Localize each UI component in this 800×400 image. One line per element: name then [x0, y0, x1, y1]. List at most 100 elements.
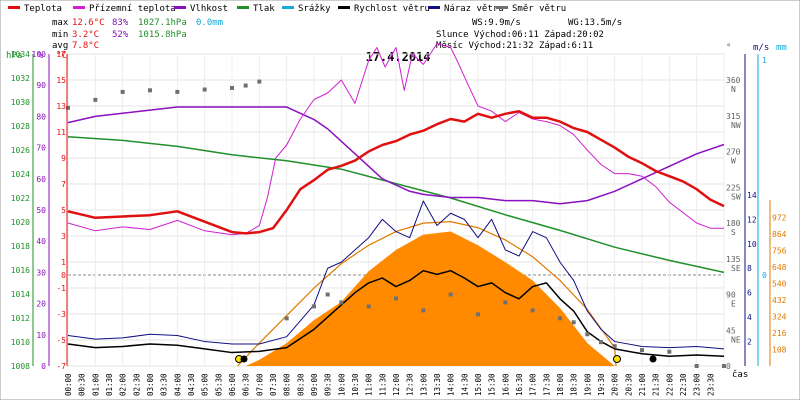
wind-direction-point: [243, 83, 248, 88]
pressure-tick-label: 1018: [11, 242, 30, 251]
direction-compass-label: SW: [731, 192, 741, 201]
x-tick-label: 12:30: [406, 373, 415, 396]
solar-tick-label: 972: [772, 214, 787, 223]
solar-tick-label: 648: [772, 263, 787, 272]
stats-avg-label: avg: [52, 41, 68, 51]
wind-direction-point: [325, 292, 330, 297]
unit-deg: °: [726, 43, 731, 53]
humidity-tick-label: 40: [36, 237, 46, 246]
x-tick-label: 17:30: [542, 373, 551, 396]
pressure-tick-label: 1016: [11, 266, 30, 275]
series-layer: [66, 43, 726, 368]
x-tick-label: 20:00: [611, 373, 620, 396]
direction-compass-label: W: [731, 157, 736, 166]
pressure-tick-label: 1026: [11, 146, 30, 155]
x-tick-label: 22:30: [679, 373, 688, 396]
solar-max-curve: [237, 221, 617, 367]
legend-swatch: [8, 6, 20, 9]
stats-min-temp: 3.2°C: [72, 30, 99, 40]
x-tick-label: 03:00: [146, 373, 155, 396]
wind-direction-point: [421, 308, 426, 313]
wind-direction-point: [612, 344, 617, 349]
solar-tick-label: 108: [772, 346, 787, 355]
x-axis-label: čas: [732, 369, 748, 380]
x-tick-label: 18:00: [556, 373, 565, 396]
temperature-tick-label: -7: [56, 362, 66, 371]
wind-direction-point: [230, 85, 234, 90]
x-tick-label: 18:30: [570, 373, 579, 396]
x-tick-label: 19:30: [597, 373, 606, 396]
direction-tick-label: 0: [726, 362, 731, 371]
unit-labels: hPa % °C ° m/s mm: [6, 43, 787, 61]
legend-swatch: [496, 6, 508, 9]
pressure-tick-label: 1024: [11, 170, 30, 179]
wind-tick-label: 4: [747, 313, 752, 322]
wind-direction-point: [366, 304, 371, 309]
solar-tick-label: 540: [772, 280, 787, 289]
x-tick-label: 15:00: [474, 373, 483, 396]
solar-tick-label: 216: [772, 329, 787, 338]
direction-compass-label: SE: [731, 264, 741, 273]
humidity-tick-label: 20: [36, 300, 46, 309]
x-tick-label: 16:00: [501, 373, 510, 396]
wind-direction-point: [599, 340, 603, 345]
temperature-tick-label: 15: [56, 76, 66, 85]
direction-tick-label: 360: [726, 76, 741, 85]
wind-direction-point: [339, 300, 344, 305]
pressure-tick-label: 1028: [11, 122, 30, 131]
pressure-tick-label: 1034: [11, 50, 30, 59]
stats-min-hum: 52%: [112, 30, 129, 40]
legend-label: Rychlost větru: [354, 4, 430, 14]
x-tick-label: 11:00: [365, 373, 374, 396]
axes-layer: 1034103210301028102610241022102010181016…: [11, 50, 787, 396]
solar-tick-label: 432: [772, 296, 787, 305]
wind-tick-label: 6: [747, 289, 752, 298]
wind-tick-label: 2: [747, 338, 752, 347]
info-wg: WG:13.5m/s: [568, 18, 622, 28]
x-tick-label: 02:00: [119, 373, 128, 396]
solar-tick-label: 756: [772, 247, 787, 256]
wind-tick-label: 8: [747, 264, 752, 273]
stats-max-rain: 0.0mm: [196, 18, 223, 28]
wind-direction-point: [202, 87, 207, 92]
direction-tick-label: 90: [726, 291, 736, 300]
stats-max-label: max: [52, 18, 69, 28]
unit-ms: m/s: [753, 43, 769, 53]
wind-tick-label: 10: [747, 240, 757, 249]
humidity-line: [67, 106, 725, 205]
pressure-line: [67, 136, 725, 274]
legend-label: Teplota: [24, 4, 62, 14]
stats-max-hum: 83%: [112, 18, 129, 28]
wind-tick-label: 14: [747, 191, 757, 200]
x-tick-label: 14:00: [447, 373, 456, 396]
unit-hpa: hPa: [6, 51, 22, 61]
x-tick-label: 22:00: [665, 373, 674, 396]
x-tick-label: 01:30: [105, 373, 114, 396]
wind-direction-point: [312, 304, 316, 309]
direction-tick-label: 225: [726, 183, 741, 192]
solar-area: [245, 231, 615, 366]
temperature-tick-label: 3: [61, 232, 66, 241]
x-tick-label: 11:30: [378, 373, 387, 396]
info-sun: Slunce Východ:06:11 Západ:20:02: [436, 30, 604, 40]
x-tick-label: 07:00: [255, 373, 264, 396]
stats-min-label: min: [52, 30, 68, 40]
rain-tick-label: 0: [762, 271, 767, 280]
legend-label: Srážky: [298, 4, 331, 14]
x-tick-label: 09:00: [310, 373, 319, 396]
wind-direction-point: [148, 88, 152, 93]
unit-degc: °C: [56, 51, 67, 61]
x-tick-label: 04:30: [187, 373, 196, 396]
legend-label: Tlak: [253, 4, 275, 14]
wind-direction-point: [585, 332, 590, 337]
legend-label: Vlhkost: [190, 4, 228, 14]
direction-tick-label: 180: [726, 219, 741, 228]
wind-direction-point: [476, 312, 480, 317]
x-tick-label: 04:00: [173, 373, 182, 396]
temperature-line: [67, 109, 725, 235]
gust-line: [67, 200, 725, 350]
moonset-marker: [240, 355, 248, 363]
x-tick-label: 10:30: [351, 373, 360, 396]
wind-direction-point: [257, 79, 262, 84]
